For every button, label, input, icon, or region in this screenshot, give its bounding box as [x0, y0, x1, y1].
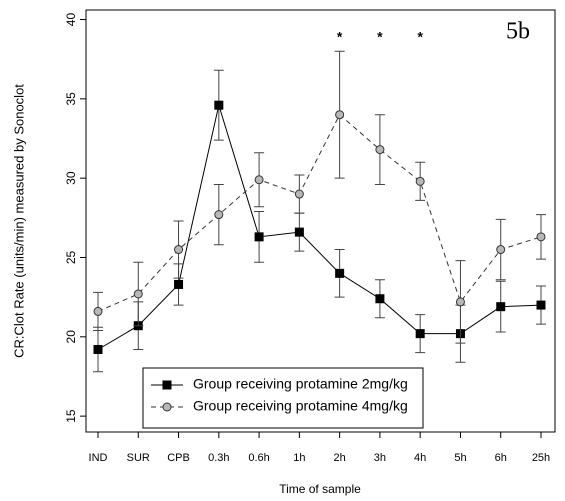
x-tick-label: 25h	[532, 452, 550, 464]
legend-marker	[162, 402, 172, 412]
data-point	[455, 297, 465, 307]
legend-marker	[162, 380, 172, 390]
legend-box	[142, 367, 424, 429]
x-tick-label: 1h	[293, 452, 305, 464]
x-tick-label: 6h	[495, 452, 507, 464]
data-point	[335, 110, 345, 120]
y-axis-title: CR:Clot Rate (units/min) measured by Son…	[11, 84, 26, 358]
x-tick-label: SUR	[127, 452, 150, 464]
significance-marker: *	[337, 29, 343, 45]
data-point	[335, 268, 345, 278]
data-point	[536, 300, 546, 310]
data-point	[415, 329, 425, 339]
data-point	[93, 306, 103, 316]
data-point	[375, 145, 385, 155]
x-tick-label: 5h	[454, 452, 466, 464]
x-tick-label: IND	[89, 452, 108, 464]
data-point	[214, 100, 224, 110]
data-point	[294, 189, 304, 199]
x-tick-label: 0.3h	[208, 452, 229, 464]
x-axis-title: Time of sample	[279, 482, 361, 496]
data-point	[496, 245, 506, 255]
data-point	[174, 279, 184, 289]
data-point	[496, 302, 506, 312]
data-point	[254, 175, 264, 185]
data-point	[294, 227, 304, 237]
significance-marker: *	[417, 29, 423, 45]
data-point	[214, 210, 224, 220]
data-point	[415, 176, 425, 186]
data-point	[375, 294, 385, 304]
y-tick-label: 30	[64, 171, 78, 185]
significance-marker: *	[377, 29, 383, 45]
series-line	[97, 103, 542, 350]
panel-label: 5b	[506, 19, 530, 45]
x-tick-label: 0.6h	[248, 452, 269, 464]
data-point	[133, 289, 143, 299]
y-tick-label: 15	[64, 409, 78, 423]
data-point	[254, 232, 264, 242]
data-point	[93, 345, 103, 355]
y-tick-label: 25	[64, 250, 78, 264]
y-tick-label: 20	[64, 330, 78, 344]
plot-frame	[85, 9, 556, 433]
legend-label: Group receiving protamine 2mg/kg	[193, 376, 408, 392]
data-point	[174, 245, 184, 255]
x-tick-label: CPB	[167, 452, 190, 464]
x-tick-label: 2h	[334, 452, 346, 464]
x-tick-label: 3h	[374, 452, 386, 464]
y-tick-label: 40	[64, 13, 78, 27]
legend-label: Group receiving protamine 4mg/kg	[193, 398, 408, 414]
y-tick-label: 35	[64, 92, 78, 106]
series-line	[97, 113, 542, 312]
data-point	[536, 232, 546, 242]
x-tick-label: 4h	[414, 452, 426, 464]
